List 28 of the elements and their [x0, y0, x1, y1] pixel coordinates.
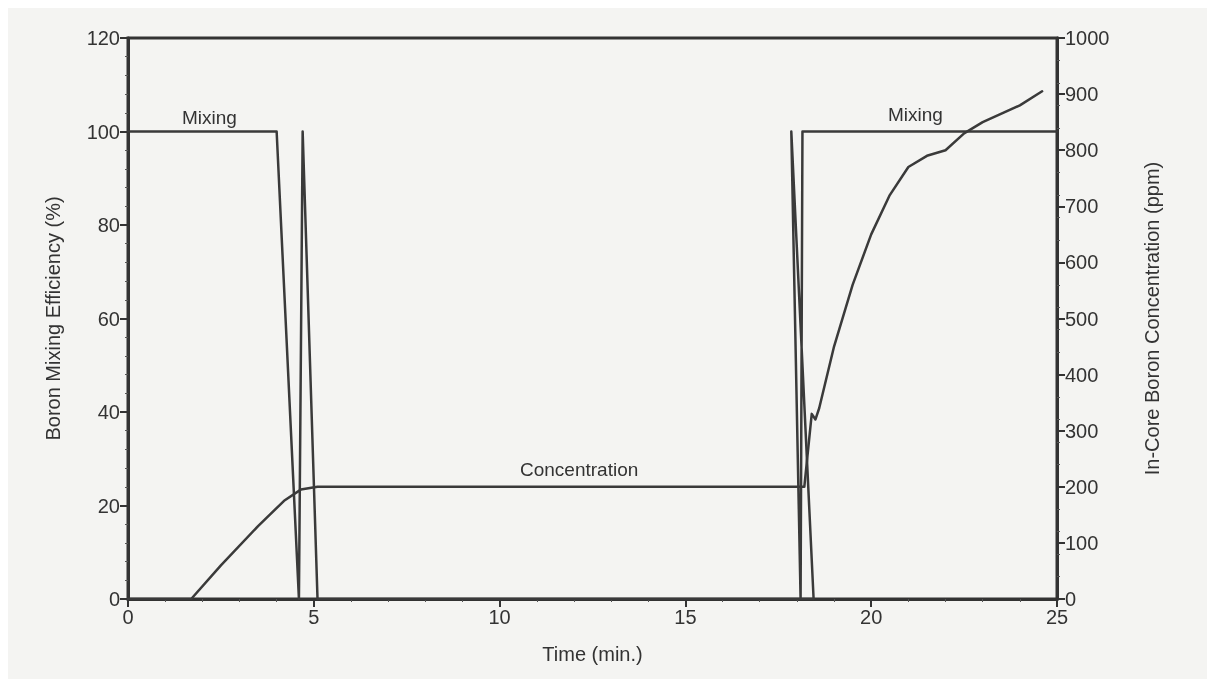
y2-tick-label: 800 — [1065, 139, 1099, 162]
x-tick-label: 10 — [488, 606, 511, 628]
annotation: Mixing — [182, 107, 237, 128]
annotation: Mixing — [888, 104, 943, 125]
y2-tick-label: 100 — [1065, 531, 1099, 554]
x-tick-label: 15 — [674, 606, 697, 628]
y-tick-label: 120 — [86, 27, 120, 49]
y-tick-label: 0 — [108, 588, 120, 610]
y-tick-label: 60 — [97, 307, 120, 330]
y2-tick-label: 200 — [1065, 475, 1099, 498]
y2-axis-title: In-Core Boron Concentration (ppm) — [1141, 161, 1163, 476]
y-axis-title: Boron Mixing Efficiency (%) — [42, 196, 64, 441]
y-tick-label: 100 — [86, 120, 120, 143]
y-tick-label: 40 — [97, 401, 120, 423]
y2-tick-label: 400 — [1065, 363, 1099, 386]
x-tick-label: 20 — [860, 606, 883, 628]
y2-tick-label: 900 — [1065, 83, 1099, 106]
y2-tick-label: 600 — [1065, 251, 1099, 274]
annotation: Concentration — [520, 459, 639, 480]
y-tick-label: 80 — [97, 214, 120, 236]
y2-tick-label: 700 — [1065, 195, 1099, 218]
x-axis-title: Time (min.) — [542, 643, 643, 665]
y2-tick-label: 1000 — [1065, 27, 1110, 49]
y-tick-label: 20 — [97, 494, 120, 517]
x-tick-label: 0 — [122, 606, 134, 628]
y2-tick-label: 300 — [1065, 419, 1099, 442]
x-tick-label: 5 — [308, 606, 320, 628]
y2-tick-label: 500 — [1065, 307, 1099, 330]
